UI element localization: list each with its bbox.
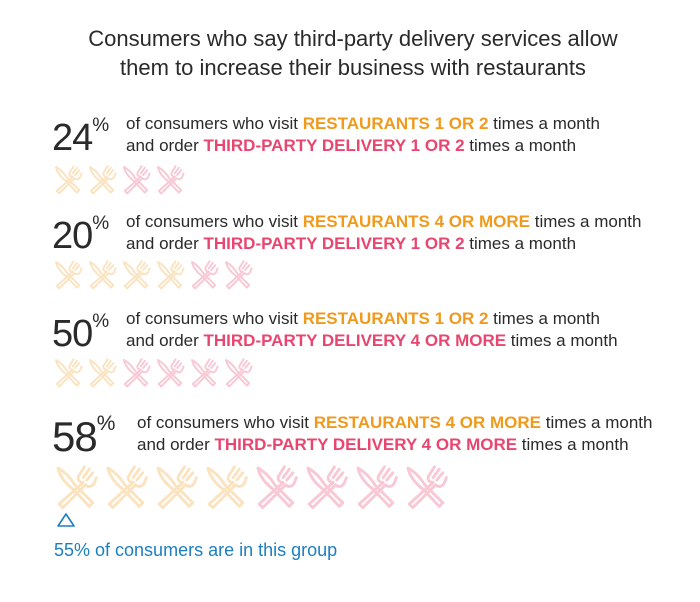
icon-row: [52, 163, 188, 195]
restaurant-frequency: RESTAURANTS 4 OR MORE: [313, 413, 541, 432]
stat-percent: 20%: [52, 214, 109, 257]
fork-and-knife-icon: [306, 465, 348, 510]
fork-and-knife-icon: [56, 465, 98, 510]
stat-line-2: and order THIRD-PARTY DELIVERY 1 OR 2 ti…: [126, 136, 577, 155]
stat-line-2: and order THIRD-PARTY DELIVERY 4 OR MORE…: [137, 435, 629, 454]
fork-and-knife-icon: [206, 465, 248, 510]
delivery-frequency: THIRD-PARTY DELIVERY 1 OR 2: [203, 136, 465, 155]
stat-value: 50: [52, 313, 93, 355]
headline-line-1: Consumers who say third-party delivery s…: [88, 26, 618, 51]
percent-sign: %: [92, 213, 110, 234]
stat-percent: 24%: [52, 116, 109, 159]
stat-description: of consumers who visit RESTAURANTS 1 OR …: [126, 113, 600, 157]
stat-line-2: and order THIRD-PARTY DELIVERY 4 OR MORE…: [126, 331, 618, 350]
icon-row: [52, 356, 256, 388]
delivery-frequency: THIRD-PARTY DELIVERY 1 OR 2: [203, 234, 465, 253]
stat-description: of consumers who visit RESTAURANTS 4 OR …: [137, 412, 653, 456]
fork-and-knife-icon: [55, 260, 83, 290]
fork-and-knife-icon: [55, 358, 83, 388]
fork-and-knife-icon: [225, 358, 253, 388]
restaurant-frequency: RESTAURANTS 1 OR 2: [302, 114, 489, 133]
fork-and-knife-icon: [89, 260, 117, 290]
fork-and-knife-icon: [123, 260, 151, 290]
fork-and-knife-icon: [123, 358, 151, 388]
fork-and-knife-icon: [191, 358, 219, 388]
stat-line-1: of consumers who visit RESTAURANTS 4 OR …: [137, 413, 653, 432]
delivery-frequency: THIRD-PARTY DELIVERY 4 OR MORE: [203, 331, 507, 350]
triangle-pointer-icon: [57, 513, 75, 527]
stat-line-1: of consumers who visit RESTAURANTS 4 OR …: [126, 212, 642, 231]
stat-value: 24: [52, 117, 93, 159]
percent-sign: %: [96, 412, 116, 435]
restaurant-frequency: RESTAURANTS 4 OR MORE: [302, 212, 530, 231]
stat-value: 20: [52, 215, 93, 257]
group-footnote: 55% of consumers are in this group: [54, 540, 338, 560]
icon-row: [52, 258, 256, 290]
stat-line-1: of consumers who visit RESTAURANTS 1 OR …: [126, 114, 600, 133]
fork-and-knife-icon: [225, 260, 253, 290]
headline: Consumers who say third-party delivery s…: [0, 24, 700, 82]
fork-and-knife-icon: [106, 465, 148, 510]
delivery-frequency: THIRD-PARTY DELIVERY 4 OR MORE: [214, 435, 518, 454]
fork-and-knife-icon: [89, 358, 117, 388]
fork-and-knife-icon: [356, 465, 398, 510]
stat-percent: 58%: [52, 413, 115, 460]
fork-and-knife-icon: [55, 165, 83, 195]
fork-and-knife-icon: [157, 358, 185, 388]
stat-percent: 50%: [52, 312, 109, 355]
fork-and-knife-icon: [156, 465, 198, 510]
fork-and-knife-icon: [406, 465, 448, 510]
icon-row: [52, 462, 452, 510]
stat-line-1: of consumers who visit RESTAURANTS 1 OR …: [126, 309, 600, 328]
stat-line-2: and order THIRD-PARTY DELIVERY 1 OR 2 ti…: [126, 234, 577, 253]
fork-and-knife-icon: [191, 260, 219, 290]
stat-value: 58: [52, 413, 98, 460]
stat-description: of consumers who visit RESTAURANTS 1 OR …: [126, 308, 618, 352]
fork-and-knife-icon: [123, 165, 151, 195]
headline-line-2: them to increase their business with res…: [120, 55, 586, 80]
restaurant-frequency: RESTAURANTS 1 OR 2: [302, 309, 489, 328]
percent-sign: %: [92, 115, 110, 136]
fork-and-knife-icon: [157, 165, 185, 195]
fork-and-knife-icon: [89, 165, 117, 195]
percent-sign: %: [92, 311, 110, 332]
stat-description: of consumers who visit RESTAURANTS 4 OR …: [126, 211, 642, 255]
fork-and-knife-icon: [256, 465, 298, 510]
fork-and-knife-icon: [157, 260, 185, 290]
